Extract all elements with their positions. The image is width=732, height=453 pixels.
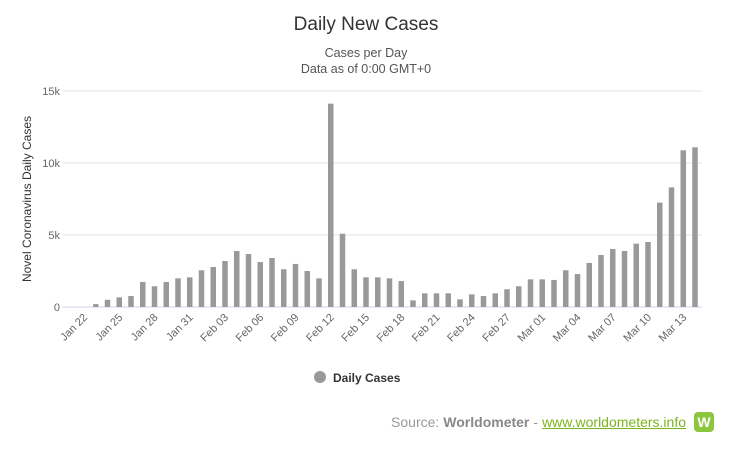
bar-feb-10[interactable] [304,271,311,307]
x-tick-label: Feb 27 [480,312,513,345]
x-tick-label: Jan 22 [58,312,90,344]
bar-feb-05[interactable] [245,254,252,307]
source-name: Worldometer [443,414,530,430]
x-tick-label: Feb 12 [304,312,337,345]
bar-mar-12[interactable] [668,187,675,307]
bar-jan-29[interactable] [163,281,170,307]
bar-jan-23[interactable] [93,304,99,307]
y-tick-label: 5k [48,230,60,242]
bar-jan-28[interactable] [151,286,158,307]
bar-feb-11[interactable] [316,278,322,307]
bar-feb-20[interactable] [422,293,428,307]
bar-feb-13[interactable] [339,233,346,307]
bar-jan-27[interactable] [140,281,146,307]
source-footer: Source: Worldometer - www.worldometers.i… [391,412,714,432]
bar-feb-21[interactable] [433,293,440,307]
bar-feb-12[interactable] [328,103,334,307]
y-axis-label: Novel Coronavirus Daily Cases [20,116,34,282]
x-tick-label: Feb 09 [269,312,302,345]
bar-feb-24[interactable] [469,294,475,307]
bar-feb-26[interactable] [492,293,499,307]
bar-feb-15[interactable] [363,277,369,307]
chart-subtitle-2: Data as of 0:00 GMT+0 [301,62,431,76]
bar-mar-03[interactable] [563,270,569,307]
bar-feb-09[interactable] [292,263,299,307]
bar-feb-02[interactable] [210,266,217,307]
bar-feb-27[interactable] [504,289,510,307]
y-tick-label: 0 [54,302,60,314]
bar-mar-14[interactable] [692,147,698,307]
bar-mar-05[interactable] [586,262,593,307]
x-tick-label: Jan 25 [94,312,126,344]
y-tick-label: 15k [42,86,60,98]
y-tick-label: 10k [42,158,60,170]
bar-feb-17[interactable] [386,278,393,307]
chart-subtitle-1: Cases per Day [325,46,408,60]
bar-feb-25[interactable] [480,296,487,307]
bar-mar-11[interactable] [657,202,663,307]
x-tick-label: Feb 06 [234,312,267,345]
bar-feb-08[interactable] [281,269,287,307]
x-tick-label: Jan 31 [164,312,196,344]
bar-mar-02[interactable] [551,279,557,307]
bar-mar-13[interactable] [680,150,687,307]
bar-mar-07[interactable] [610,248,616,307]
source-separator: - [533,414,539,430]
source-label: Source: [391,414,440,430]
bar-feb-01[interactable] [198,270,205,307]
bar-jan-24[interactable] [104,299,111,307]
bar-feb-16[interactable] [375,277,381,307]
bar-feb-22[interactable] [445,293,452,307]
bar-jan-30[interactable] [175,278,181,307]
x-tick-label: Mar 10 [621,312,654,345]
legend-marker [314,371,326,383]
x-tick-label: Feb 18 [375,312,408,345]
bar-feb-07[interactable] [269,258,275,307]
bar-feb-28[interactable] [516,286,522,307]
x-tick-label: Jan 28 [129,312,161,344]
x-tick-label: Feb 24 [445,312,478,345]
worldometer-logo-icon[interactable]: W [694,412,714,432]
bar-feb-06[interactable] [257,262,264,307]
bar-feb-04[interactable] [234,250,240,307]
bar-feb-29[interactable] [527,279,534,307]
bar-feb-19[interactable] [410,300,416,307]
x-tick-label: Feb 15 [339,312,372,345]
bar-feb-14[interactable] [351,269,358,307]
bar-mar-10[interactable] [645,242,651,307]
x-tick-label: Mar 07 [586,312,619,345]
x-tick-label: Mar 13 [657,312,690,345]
x-tick-label: Mar 01 [516,312,549,345]
x-tick-label: Mar 04 [551,312,584,345]
source-link[interactable]: www.worldometers.info [542,414,686,430]
bar-mar-09[interactable] [633,243,640,307]
legend-label[interactable]: Daily Cases [333,371,401,385]
bar-feb-03[interactable] [222,261,228,307]
legend[interactable]: Daily Cases [314,371,401,385]
bar-mar-06[interactable] [598,255,604,307]
bar-feb-18[interactable] [398,281,405,307]
x-tick-label: Feb 21 [410,312,443,345]
bar-mar-01[interactable] [539,279,546,307]
bar-mar-08[interactable] [621,250,628,307]
bar-mar-04[interactable] [574,274,581,307]
bar-jan-25[interactable] [116,297,123,307]
bar-jan-26[interactable] [128,296,134,307]
chart-title: Daily New Cases [294,14,439,35]
bar-jan-31[interactable] [187,277,193,307]
bar-feb-23[interactable] [457,299,463,307]
x-tick-label: Feb 03 [198,312,231,345]
